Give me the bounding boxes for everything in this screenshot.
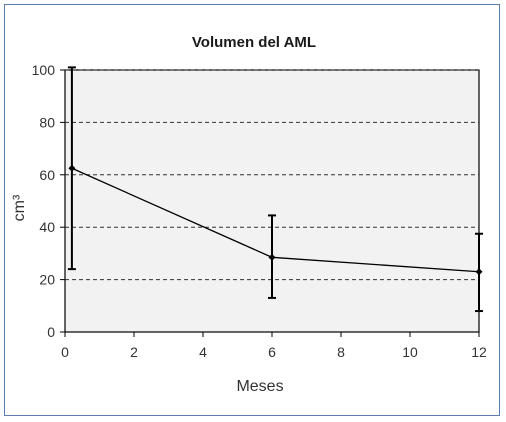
data-point-marker [475, 268, 483, 276]
x-axis-label: Meses [236, 378, 283, 395]
x-tick-label: 10 [402, 344, 418, 360]
y-tick-label: 80 [39, 114, 55, 130]
data-point-marker [68, 164, 76, 172]
data-point-marker [268, 253, 276, 261]
y-axis-ticks: 0 20 40 60 80 100 [32, 62, 65, 340]
x-tick-label: 6 [268, 344, 276, 360]
y-tick-label: 20 [39, 272, 55, 288]
x-axis-ticks: 0 2 4 6 8 10 12 [61, 332, 487, 360]
y-tick-label: 60 [39, 167, 55, 183]
y-tick-label: 0 [47, 324, 55, 340]
x-tick-label: 0 [61, 344, 69, 360]
chart-title: Volumen del AML [192, 34, 316, 51]
y-tick-label: 100 [32, 62, 56, 78]
x-tick-label: 12 [471, 344, 487, 360]
x-tick-label: 2 [130, 344, 138, 360]
series-group [67, 66, 483, 313]
x-tick-label: 4 [199, 344, 207, 360]
y-axis-label: cm³ [11, 194, 28, 221]
x-tick-label: 8 [337, 344, 345, 360]
y-tick-label: 40 [39, 219, 55, 235]
